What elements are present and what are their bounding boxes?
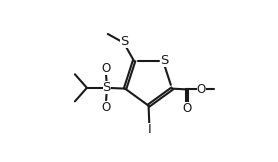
Text: S: S [160, 54, 169, 67]
Text: S: S [120, 35, 129, 48]
Text: O: O [101, 62, 111, 75]
Text: O: O [183, 102, 192, 115]
Text: O: O [197, 83, 206, 96]
Text: I: I [147, 123, 151, 136]
Text: S: S [103, 81, 111, 94]
Text: O: O [101, 101, 111, 114]
